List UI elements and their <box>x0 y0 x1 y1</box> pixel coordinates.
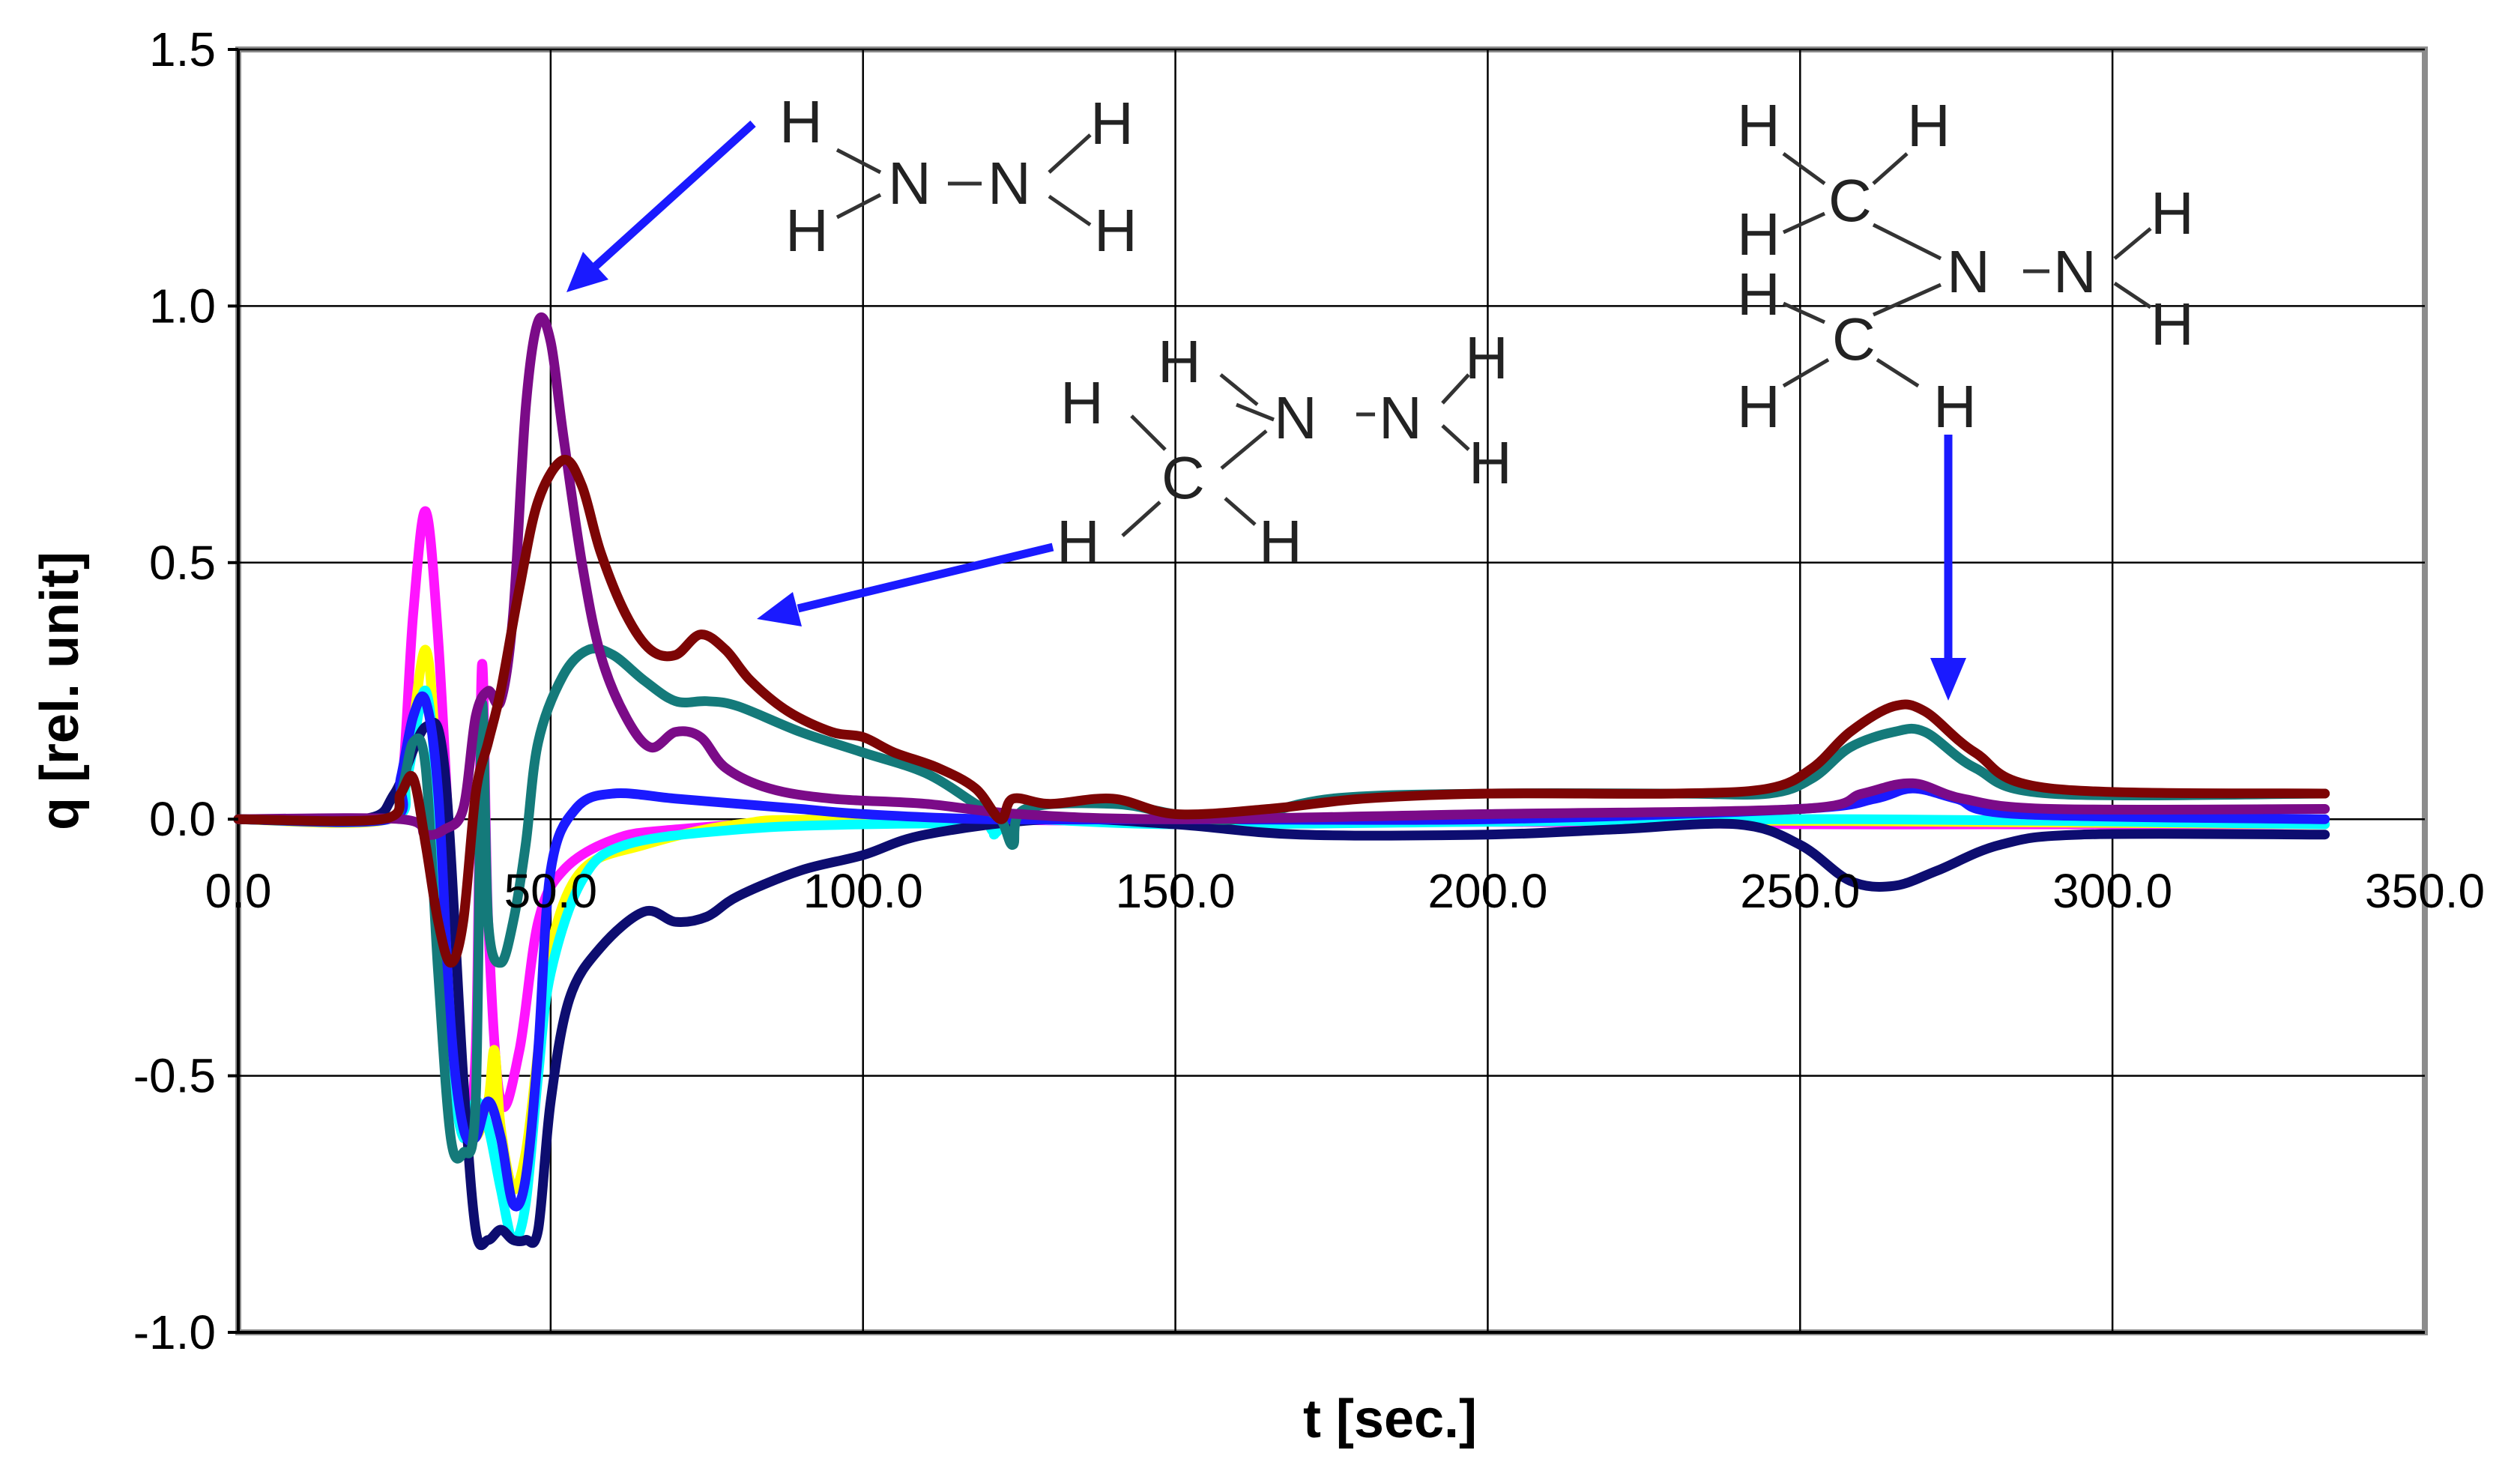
dimethylhydrazine-atom: H <box>1737 201 1780 268</box>
hydrazine-atom: N <box>888 150 931 217</box>
dimethylhydrazine-atom: H <box>1737 92 1780 159</box>
annotation-arrows <box>566 120 1966 701</box>
y-tick-label: 0.5 <box>149 536 216 590</box>
x-tick-label: 0.0 <box>205 864 272 918</box>
series-line-darkred <box>233 454 2330 968</box>
y-tick-label: 1.0 <box>149 279 216 333</box>
x-axis-label: t [sec.] <box>1303 1389 1477 1449</box>
methylhydrazine-atom: H <box>1057 508 1100 575</box>
methylhydrazine-atom: N <box>1274 384 1317 451</box>
hydrazine-atom: H <box>1090 90 1134 157</box>
dimethylhydrazine-atom: H <box>1907 92 1951 159</box>
dimethylhydrazine-atom: H <box>2151 180 2194 247</box>
x-tick-label: 50.0 <box>504 864 598 918</box>
hydrazine-atom: H <box>785 197 829 264</box>
dimethylhydrazine-arrow <box>1930 435 1966 701</box>
series-line-purple <box>233 312 2330 840</box>
hydrazine-atom: H <box>779 88 823 155</box>
y-axis-label: q [rel. unit] <box>30 552 90 830</box>
dimethylhydrazine-atom: H <box>1737 373 1780 440</box>
x-tick-label: 200.0 <box>1427 864 1547 918</box>
plot-area <box>235 46 2428 1335</box>
series-line-navy <box>233 717 2330 1251</box>
x-tick-label: 250.0 <box>1740 864 1860 918</box>
methylhydrazine-arrow <box>757 543 1054 626</box>
dimethylhydrazine-atom: C <box>1828 167 1872 234</box>
dimethylhydrazine-atom: C <box>1832 306 1876 372</box>
dimethylhydrazine-atom: N <box>2053 238 2097 305</box>
methylhydrazine-structure: H H N N H H C H H <box>1057 324 1512 575</box>
x-tick-label: 100.0 <box>803 864 923 918</box>
methylhydrazine-atom: H <box>1469 429 1512 496</box>
dimethylhydrazine-atom: N <box>1947 238 1990 305</box>
x-tick-label: 300.0 <box>2052 864 2172 918</box>
dimethylhydrazine-atom: H <box>1737 261 1780 327</box>
dimethylhydrazine-atom: H <box>2151 291 2194 357</box>
hydrazine-atom: H <box>1094 197 1137 264</box>
methylhydrazine-atom: H <box>1158 328 1201 395</box>
methylhydrazine-atom: H <box>1060 369 1104 436</box>
dimethylhydrazine-structure: H H H C N N H H H C H H <box>1737 92 2194 440</box>
methylhydrazine-atom: H <box>1465 324 1508 391</box>
methylhydrazine-atom: N <box>1379 384 1422 451</box>
hydrazine-structure: H H N N H H <box>779 88 1137 264</box>
y-tick-label: -0.5 <box>133 1049 216 1103</box>
methylhydrazine-atom: C <box>1161 444 1205 511</box>
dimethylhydrazine-atom: H <box>1933 373 1977 440</box>
y-tick-label: 1.5 <box>149 22 216 76</box>
y-tick-label: 0.0 <box>149 792 216 846</box>
hydrazine-arrow <box>566 120 756 292</box>
x-tick-label: 150.0 <box>1115 864 1235 918</box>
methylhydrazine-atom: H <box>1259 508 1302 575</box>
hydrazine-atom: N <box>988 150 1031 217</box>
x-tick-label: 350.0 <box>2365 864 2485 918</box>
y-tick-label: -1.0 <box>133 1305 216 1359</box>
series-layer <box>233 312 2330 1251</box>
